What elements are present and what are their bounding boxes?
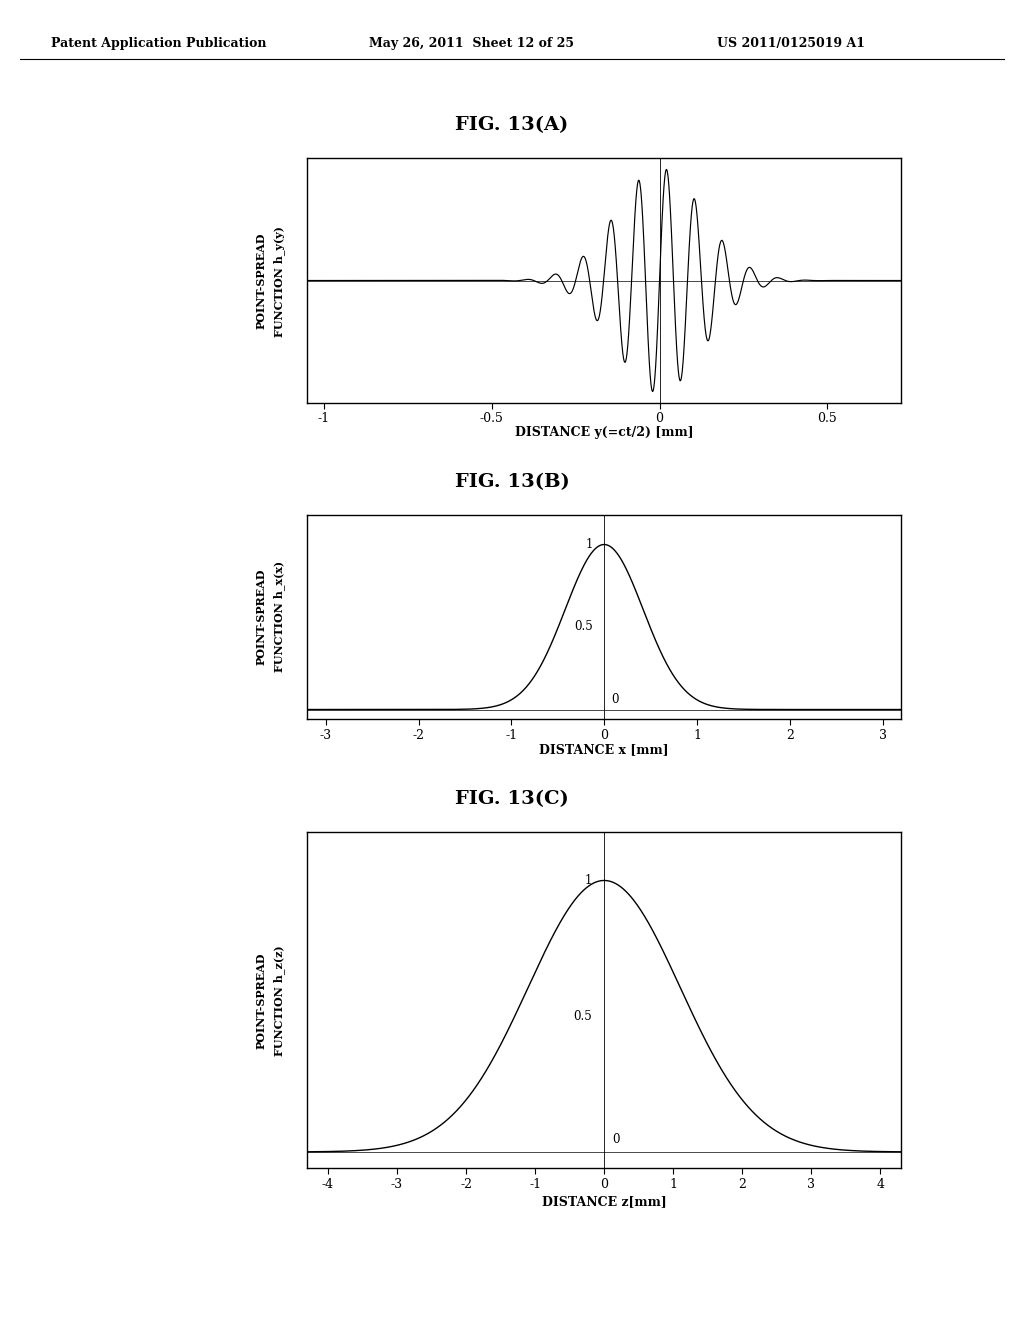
Text: 0: 0 [611, 693, 620, 706]
Text: POINT-SPREAD: POINT-SPREAD [256, 952, 266, 1049]
Text: POINT-SPREAD: POINT-SPREAD [256, 568, 266, 665]
Text: 0: 0 [612, 1134, 620, 1147]
Text: 1: 1 [585, 874, 592, 887]
Text: DISTANCE z[mm]: DISTANCE z[mm] [542, 1195, 667, 1208]
Text: May 26, 2011  Sheet 12 of 25: May 26, 2011 Sheet 12 of 25 [369, 37, 573, 50]
Text: FIG. 13(C): FIG. 13(C) [455, 789, 569, 808]
Text: FIG. 13(A): FIG. 13(A) [456, 116, 568, 135]
Text: US 2011/0125019 A1: US 2011/0125019 A1 [717, 37, 865, 50]
Text: 0.5: 0.5 [574, 620, 593, 634]
Text: DISTANCE y(=ct/2) [mm]: DISTANCE y(=ct/2) [mm] [515, 426, 693, 440]
Text: FUNCTION h_z(z): FUNCTION h_z(z) [273, 945, 286, 1056]
Text: FUNCTION h_x(x): FUNCTION h_x(x) [273, 561, 286, 672]
Text: DISTANCE x [mm]: DISTANCE x [mm] [540, 743, 669, 756]
Text: 0.5: 0.5 [573, 1010, 592, 1023]
Text: Patent Application Publication: Patent Application Publication [51, 37, 266, 50]
Text: POINT-SPREAD: POINT-SPREAD [256, 232, 266, 330]
Text: 1: 1 [586, 539, 593, 550]
Text: FIG. 13(B): FIG. 13(B) [455, 473, 569, 491]
Text: FUNCTION h_y(y): FUNCTION h_y(y) [273, 226, 286, 337]
